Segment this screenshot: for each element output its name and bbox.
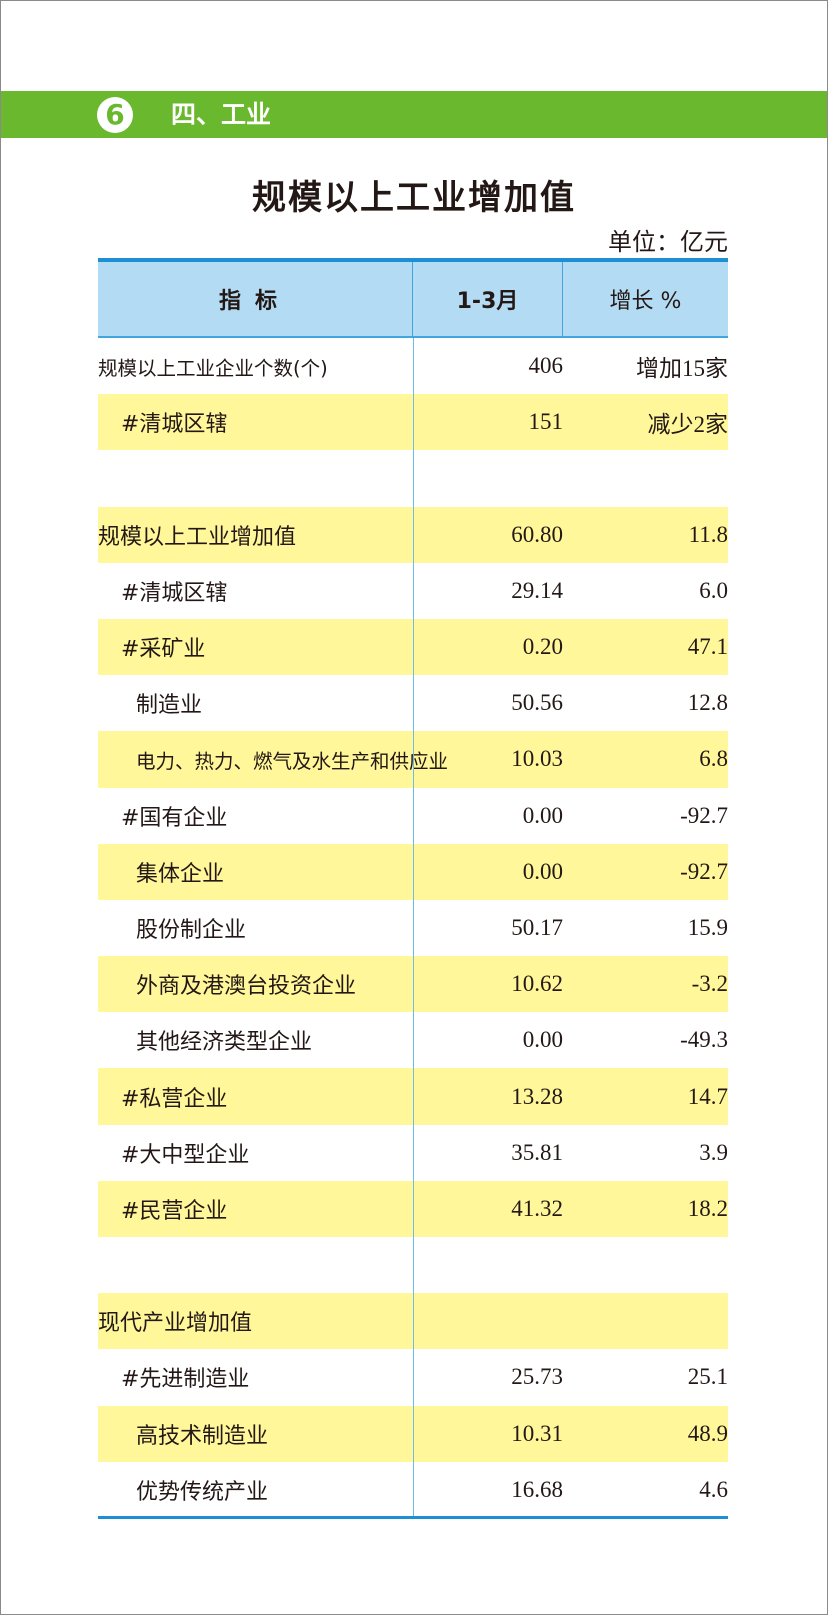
row-growth: 6.0 [699, 577, 728, 603]
row-label: 现代产业增加值 [98, 1311, 253, 1337]
row-label: 电力、热力、燃气及水生产和供应业 [136, 749, 449, 773]
unit-label: 单位：亿元 [608, 228, 728, 256]
row-value: 60.80 [511, 521, 563, 547]
row-value: 0.00 [522, 1027, 563, 1053]
row-value: 13.28 [511, 1083, 563, 1109]
row-value: 10.62 [511, 971, 563, 997]
row-value: 50.56 [511, 690, 563, 716]
row-label: 外商及港澳台投资企业 [136, 974, 357, 1000]
row-value: 0.00 [522, 802, 563, 828]
row-label: #大中型企业 [121, 1142, 250, 1168]
row-value: 0.20 [522, 634, 563, 660]
section-banner [1, 91, 827, 138]
row-growth: 25.1 [687, 1364, 728, 1390]
row-growth: 48.9 [687, 1420, 728, 1446]
row-label: 规模以上工业增加值 [98, 524, 297, 550]
row-label: 制造业 [136, 693, 203, 719]
row-growth: 47.1 [687, 634, 728, 660]
row-growth: -92.7 [680, 802, 728, 828]
table-row: 制造业 50.56 12.8 [98, 675, 728, 731]
page-title: 规模以上工业增加值 [252, 178, 576, 218]
section-number-badge: 6 [97, 97, 133, 133]
row-label: 高技术制造业 [136, 1423, 269, 1449]
row-value: 50.17 [511, 914, 563, 940]
row-value: 35.81 [511, 1139, 563, 1165]
table-row: #国有企业 0.00 -92.7 [98, 788, 728, 844]
row-label: 规模以上工业企业个数(个) [98, 356, 328, 380]
row-value: 16.68 [511, 1476, 563, 1502]
row-value: 10.31 [511, 1420, 563, 1446]
row-growth: 6.8 [699, 746, 728, 772]
column-header-indicator: 指标 [98, 262, 413, 336]
row-growth: 14.7 [687, 1083, 728, 1109]
table-bottom-rule [98, 1516, 728, 1519]
table-row: 股份制企业 50.17 15.9 [98, 900, 728, 956]
table-row: 优势传统产业 16.68 4.6 [98, 1462, 728, 1518]
row-value: 151 [528, 409, 564, 435]
row-label: #私营企业 [121, 1086, 228, 1112]
row-growth: -92.7 [680, 858, 728, 884]
column-header-period: 1-3月 [413, 262, 563, 336]
row-value: 25.73 [511, 1364, 563, 1390]
row-label: #清城区辖 [121, 580, 228, 606]
row-label: #清城区辖 [121, 412, 228, 438]
row-growth: 增加15家 [636, 356, 728, 382]
row-growth: 3.9 [699, 1139, 728, 1165]
row-growth: 4.6 [699, 1476, 728, 1502]
column-header-growth: 增长 % [609, 289, 682, 314]
row-value: 10.03 [511, 746, 563, 772]
table-row: 规模以上工业企业个数(个) 406 增加15家 [98, 338, 728, 394]
row-label: #采矿业 [121, 637, 206, 663]
row-label: 优势传统产业 [136, 1479, 269, 1505]
section-title: 四、工业 [171, 100, 272, 129]
table-row: #清城区辖 29.14 6.0 [98, 563, 728, 619]
row-growth: 12.8 [687, 690, 728, 716]
row-value: 406 [528, 353, 564, 379]
row-value: 41.32 [511, 1195, 563, 1221]
table-header: 指标 1-3月 增长 % [98, 258, 728, 338]
row-value: 0.00 [522, 858, 563, 884]
row-growth: 减少2家 [647, 412, 729, 438]
row-label: #先进制造业 [121, 1367, 250, 1393]
row-growth: 11.8 [688, 521, 728, 547]
row-label: 集体企业 [136, 861, 225, 887]
row-label: #国有企业 [121, 805, 228, 831]
table-row: #先进制造业 25.73 25.1 [98, 1349, 728, 1405]
row-label: 股份制企业 [136, 917, 247, 943]
column-divider [413, 338, 414, 1518]
row-label: #民营企业 [121, 1198, 228, 1224]
row-growth: 18.2 [687, 1195, 728, 1221]
table-row: 其他经济类型企业 0.00 -49.3 [98, 1012, 728, 1068]
table-row: 电力、热力、燃气及水生产和供应业 10.03 6.8 [98, 731, 728, 788]
table-row: #大中型企业 35.81 3.9 [98, 1125, 728, 1181]
row-growth: -49.3 [680, 1027, 728, 1053]
row-growth: -3.2 [691, 971, 728, 997]
row-label: 其他经济类型企业 [136, 1030, 313, 1056]
row-growth: 15.9 [687, 914, 728, 940]
row-value: 29.14 [511, 577, 563, 603]
